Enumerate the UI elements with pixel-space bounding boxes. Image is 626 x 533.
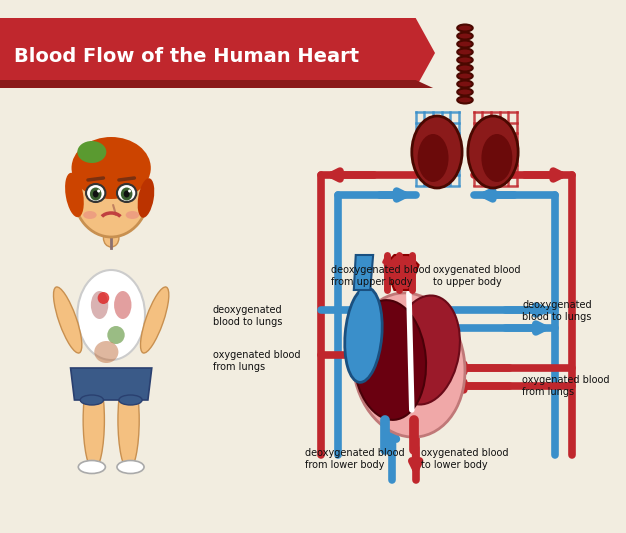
Ellipse shape: [468, 116, 518, 188]
Ellipse shape: [121, 188, 133, 200]
Ellipse shape: [93, 190, 99, 198]
Text: oxygenated blood
to upper body: oxygenated blood to upper body: [433, 265, 521, 287]
Ellipse shape: [124, 190, 130, 198]
Ellipse shape: [457, 41, 473, 47]
Ellipse shape: [86, 184, 105, 202]
Ellipse shape: [126, 211, 139, 219]
Ellipse shape: [78, 461, 105, 473]
Text: deoxygenated
blood to lungs: deoxygenated blood to lungs: [213, 305, 282, 327]
Ellipse shape: [103, 229, 119, 247]
Text: deoxygenated blood
from upper body: deoxygenated blood from upper body: [331, 265, 430, 287]
Text: oxygenated blood
from lungs: oxygenated blood from lungs: [522, 375, 610, 398]
Text: oxygenated blood
from lungs: oxygenated blood from lungs: [213, 350, 300, 373]
Polygon shape: [0, 18, 435, 88]
Polygon shape: [354, 255, 373, 290]
Ellipse shape: [353, 293, 465, 437]
Ellipse shape: [114, 291, 131, 319]
Ellipse shape: [78, 270, 145, 360]
Ellipse shape: [117, 461, 144, 473]
Ellipse shape: [119, 395, 142, 405]
Ellipse shape: [457, 88, 473, 95]
Ellipse shape: [128, 190, 131, 192]
Ellipse shape: [457, 33, 473, 39]
Ellipse shape: [457, 49, 473, 55]
Ellipse shape: [90, 188, 101, 200]
Text: deoxygenated blood
from lower body: deoxygenated blood from lower body: [305, 448, 405, 471]
Ellipse shape: [53, 287, 82, 353]
Ellipse shape: [138, 178, 154, 218]
Polygon shape: [71, 368, 151, 400]
Ellipse shape: [78, 141, 106, 163]
Ellipse shape: [107, 326, 125, 344]
Ellipse shape: [95, 341, 118, 363]
Ellipse shape: [457, 72, 473, 79]
Ellipse shape: [80, 395, 103, 405]
Text: deoxygenated
blood to lungs: deoxygenated blood to lungs: [522, 300, 592, 322]
Ellipse shape: [83, 211, 96, 219]
Ellipse shape: [65, 173, 84, 217]
Ellipse shape: [83, 370, 105, 470]
Ellipse shape: [117, 184, 136, 202]
Ellipse shape: [140, 287, 169, 353]
Ellipse shape: [457, 64, 473, 71]
Ellipse shape: [457, 56, 473, 63]
Ellipse shape: [457, 96, 473, 103]
Ellipse shape: [391, 295, 460, 405]
Ellipse shape: [98, 292, 109, 304]
Ellipse shape: [457, 80, 473, 87]
Ellipse shape: [345, 288, 382, 382]
Text: Blood Flow of the Human Heart: Blood Flow of the Human Heart: [14, 47, 359, 67]
Polygon shape: [0, 80, 433, 88]
Ellipse shape: [353, 300, 426, 420]
Ellipse shape: [73, 149, 149, 237]
Ellipse shape: [118, 370, 139, 470]
Ellipse shape: [481, 134, 512, 182]
Ellipse shape: [91, 291, 108, 319]
Ellipse shape: [71, 137, 151, 199]
Ellipse shape: [97, 190, 100, 192]
Ellipse shape: [412, 116, 462, 188]
Text: oxygenated blood
to lower body: oxygenated blood to lower body: [421, 448, 508, 471]
Polygon shape: [385, 255, 419, 290]
Ellipse shape: [418, 134, 449, 182]
Ellipse shape: [457, 25, 473, 31]
